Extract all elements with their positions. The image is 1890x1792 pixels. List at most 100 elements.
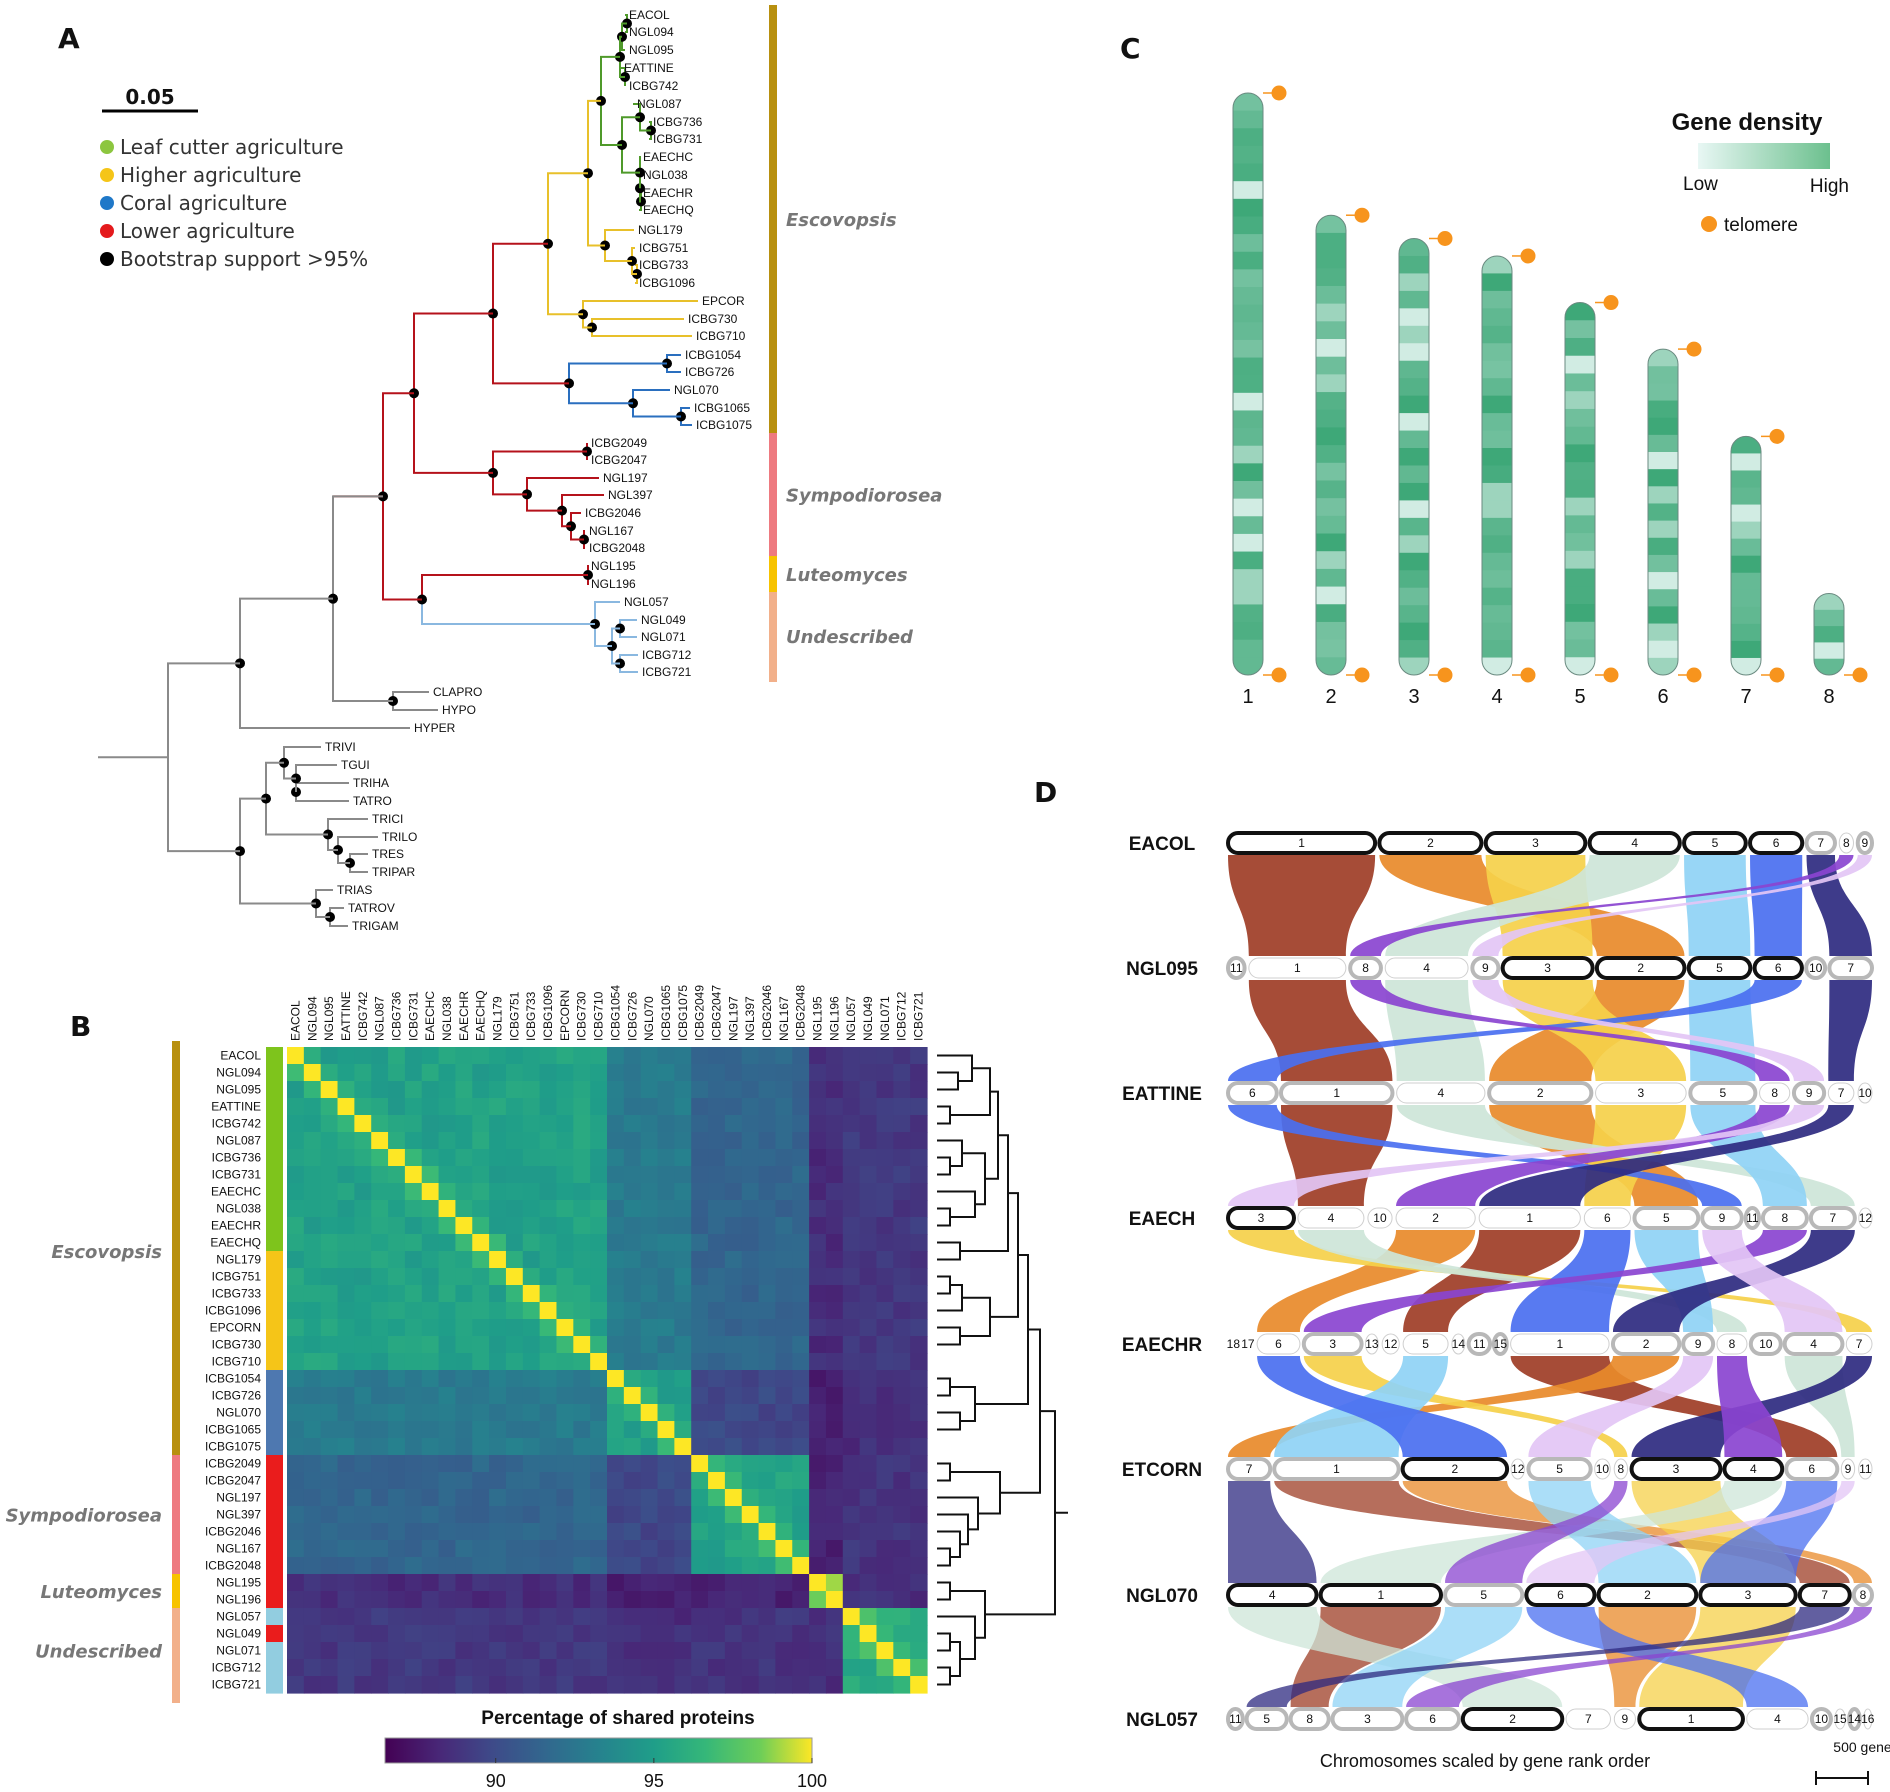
heatmap-cell — [438, 1506, 457, 1524]
heatmap-cell — [623, 1047, 642, 1065]
heatmap-cell — [438, 1387, 457, 1405]
heatmap-cell — [472, 1098, 490, 1116]
heatmap-cell — [573, 1642, 591, 1660]
gene-density-band — [1731, 589, 1761, 608]
heatmap-cell — [910, 1438, 928, 1456]
heatmap-cell — [337, 1234, 355, 1252]
gene-density-band — [1482, 395, 1512, 414]
heatmap-cell — [303, 1387, 322, 1405]
heatmap-cell — [556, 1166, 574, 1184]
heatmap-cell — [758, 1625, 777, 1643]
heatmap-dendrogram — [937, 1054, 1068, 1686]
heatmap-cell — [691, 1676, 709, 1694]
heatmap-cell — [859, 1523, 878, 1541]
gene-density-band — [1565, 355, 1595, 375]
heatmap-cell — [320, 1659, 339, 1677]
heatmap-cell — [455, 1302, 473, 1320]
heatmap-cell — [573, 1166, 591, 1184]
gene-density-band — [1731, 538, 1761, 557]
gene-density-band — [1399, 622, 1429, 641]
heatmap-column-label: ICBG726 — [625, 991, 639, 1041]
heatmap-row-label: NGL070 — [216, 1406, 261, 1420]
heatmap-cell — [320, 1064, 339, 1082]
heatmap-row-label: NGL094 — [216, 1066, 261, 1080]
gene-density-band — [1316, 604, 1346, 623]
heatmap-cell — [573, 1302, 591, 1320]
chromosome-segment — [1500, 956, 1595, 980]
chromosome-segment — [1510, 1458, 1525, 1480]
gene-density-band — [1399, 255, 1429, 275]
heatmap-cell — [792, 1625, 810, 1643]
heatmap-cell — [556, 1336, 574, 1354]
heatmap-cell — [354, 1676, 372, 1694]
heatmap-cell — [489, 1302, 507, 1320]
gene-density-band — [1233, 410, 1263, 429]
heatmap-cell — [522, 1591, 541, 1609]
heatmap-cell — [809, 1166, 827, 1184]
heatmap-cell — [859, 1047, 878, 1065]
heatmap-cell — [522, 1608, 541, 1626]
tree-branch — [167, 662, 240, 853]
heatmap-cell — [910, 1064, 928, 1082]
heatmap-row-label: NGL196 — [216, 1593, 261, 1607]
heatmap-cell — [623, 1438, 642, 1456]
heatmap-cell — [842, 1608, 861, 1626]
heatmap-cell — [859, 1081, 878, 1099]
heatmap-cell — [674, 1047, 692, 1065]
heatmap-row-label: NGL087 — [216, 1134, 261, 1148]
heatmap-cell — [505, 1387, 524, 1405]
heatmap-cell — [573, 1523, 591, 1541]
heatmap-cell — [859, 1574, 878, 1592]
heatmap-cell — [303, 1438, 322, 1456]
legend-dot-icon — [100, 168, 114, 182]
chromosome-segment-label: 9 — [1719, 1211, 1726, 1225]
heatmap-cell — [607, 1336, 625, 1354]
heatmap-cell — [825, 1251, 844, 1269]
heatmap-cell — [724, 1608, 743, 1626]
heatmap-cell — [674, 1200, 692, 1218]
synteny-ribbon — [1257, 1356, 1508, 1457]
heatmap-cell — [640, 1387, 659, 1405]
heatmap-cell — [404, 1047, 423, 1065]
heatmap-cell — [724, 1302, 743, 1320]
heatmap-cell — [825, 1642, 844, 1660]
heatmap-cell — [388, 1336, 406, 1354]
heatmap-cell — [741, 1676, 760, 1694]
chromosome-segment — [1583, 1207, 1632, 1229]
heatmap-cell — [421, 1387, 440, 1405]
heatmap-cell — [859, 1557, 878, 1575]
dendrogram-branch — [937, 1581, 951, 1601]
heatmap-cell — [522, 1421, 541, 1439]
colorbar-tick-label: 90 — [486, 1771, 506, 1791]
heatmap-cell — [371, 1234, 389, 1252]
heatmap-cell — [371, 1336, 389, 1354]
gene-density-band — [1731, 657, 1761, 675]
heatmap-cell — [775, 1370, 793, 1388]
heatmap-cell — [792, 1234, 810, 1252]
gene-density-band — [1316, 268, 1346, 287]
gene-density-band — [1233, 551, 1263, 570]
group-color-cell — [266, 1217, 283, 1235]
heatmap-cell — [775, 1404, 793, 1422]
gene-density-band — [1399, 238, 1429, 257]
chromosome-segment — [1396, 1082, 1486, 1104]
group-color-cell — [266, 1523, 283, 1541]
heatmap-row-label: ICBG1075 — [205, 1440, 261, 1454]
heatmap-cell — [792, 1659, 810, 1677]
heatmap-cell — [842, 1268, 861, 1286]
chromosome-segment — [1381, 1333, 1400, 1355]
heatmap-cell — [556, 1387, 574, 1405]
heatmap-cell — [691, 1234, 709, 1252]
leaf-label: ICBG733 — [639, 258, 689, 272]
heatmap-cell — [775, 1234, 793, 1252]
heatmap-cell — [371, 1642, 389, 1660]
heatmap-cell — [539, 1251, 558, 1269]
chromosome-segment-label: 5 — [1720, 1086, 1727, 1100]
synteny-ribbon — [1332, 1607, 1523, 1707]
heatmap-row-label: ICBG2046 — [205, 1525, 261, 1539]
heatmap-cell — [489, 1047, 507, 1065]
heatmap-cell — [910, 1115, 928, 1133]
heatmap-cell — [489, 1557, 507, 1575]
heatmap-cell — [792, 1455, 810, 1473]
heatmap-cell — [489, 1591, 507, 1609]
